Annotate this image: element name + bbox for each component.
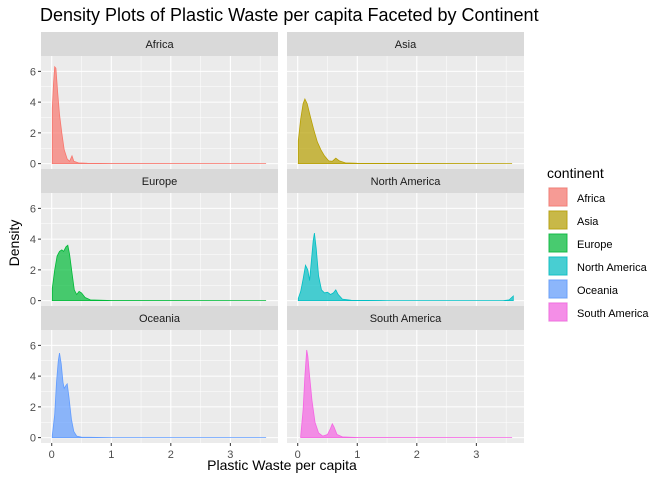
y-tick-label: 0	[30, 433, 36, 445]
x-tick-label: 0	[295, 449, 301, 461]
density-area-asia	[297, 97, 513, 164]
x-tick-label: 2	[168, 449, 174, 461]
facet-strip-label: Asia	[395, 39, 417, 51]
legend: continent Africa Asia Europe North America O…	[547, 165, 649, 322]
legend-label-africa: Africa	[577, 193, 606, 205]
facet-strip	[287, 306, 524, 330]
density-area-europe	[51, 244, 267, 301]
x-tick-label: 2	[414, 449, 420, 461]
facet-strip	[287, 169, 524, 193]
legend-label-oceania: Oceania	[577, 285, 619, 297]
y-tick-label: 6	[30, 203, 36, 215]
facet-strip-label: Europe	[142, 176, 177, 188]
legend-key-europe	[548, 233, 568, 253]
panel-background	[287, 330, 524, 443]
legend-key-oceania	[548, 279, 568, 299]
x-tick-label: 3	[473, 449, 479, 461]
legend-title: continent	[547, 165, 604, 181]
y-tick-label: 6	[30, 340, 36, 352]
facet-strip	[41, 32, 278, 56]
facet-strip-label: Oceania	[139, 313, 181, 325]
legend-key-north-america	[548, 256, 568, 276]
panel-background	[41, 330, 278, 443]
y-tick-label: 0	[30, 296, 36, 308]
density-area-south-america	[300, 349, 513, 438]
chart-title: Density Plots of Plastic Waste per capit…	[40, 5, 539, 25]
density-area-north-america	[297, 232, 514, 301]
y-tick-label: 4	[30, 97, 36, 109]
legend-key-asia	[548, 210, 568, 230]
facet-strip-label: South America	[370, 313, 442, 325]
y-tick-label: 2	[30, 128, 36, 140]
panel-background	[41, 56, 278, 169]
x-tick-label: 1	[354, 449, 360, 461]
panel-background	[287, 193, 524, 306]
x-axis-label: Plastic Waste per capita	[207, 457, 357, 473]
x-tick-label: 3	[227, 449, 233, 461]
x-tick-label: 1	[108, 449, 114, 461]
legend-key-south-america	[548, 302, 568, 322]
facet-strip-label: Africa	[145, 39, 174, 51]
facet-strip	[41, 169, 278, 193]
panel-background	[287, 56, 524, 169]
facet-asia: Asia	[287, 32, 524, 169]
facet-panels: Africa 0 2 4 6 Asia Europe 0 2 4 6 North America Oce…	[30, 32, 524, 461]
y-axis-label: Density	[6, 220, 22, 267]
facet-strip	[41, 306, 278, 330]
y-tick-label: 4	[30, 234, 36, 246]
y-tick-label: 6	[30, 66, 36, 78]
y-tick-label: 4	[30, 371, 36, 383]
x-tick-label: 0	[49, 449, 55, 461]
y-tick-label: 2	[30, 402, 36, 414]
y-tick-label: 2	[30, 265, 36, 277]
facet-north-america: North America	[287, 169, 524, 306]
panel-background	[41, 193, 278, 306]
legend-label-north-america: North America	[577, 262, 648, 274]
facet-africa: Africa 0 2 4 6	[30, 32, 278, 171]
facet-oceania: Oceania 0 2 4 6 0 1 2 3	[30, 306, 278, 461]
facet-strip-label: North America	[371, 176, 442, 188]
y-tick-label: 0	[30, 159, 36, 171]
legend-label-europe: Europe	[577, 239, 612, 251]
facet-south-america: South America 0 1 2 3	[287, 306, 524, 461]
facet-strip	[287, 32, 524, 56]
legend-label-south-america: South America	[577, 308, 649, 320]
density-area-africa	[51, 65, 267, 164]
legend-key-africa	[548, 187, 568, 207]
facet-europe: Europe 0 2 4 6	[30, 169, 278, 308]
density-area-oceania	[51, 353, 267, 438]
legend-label-asia: Asia	[577, 216, 599, 228]
